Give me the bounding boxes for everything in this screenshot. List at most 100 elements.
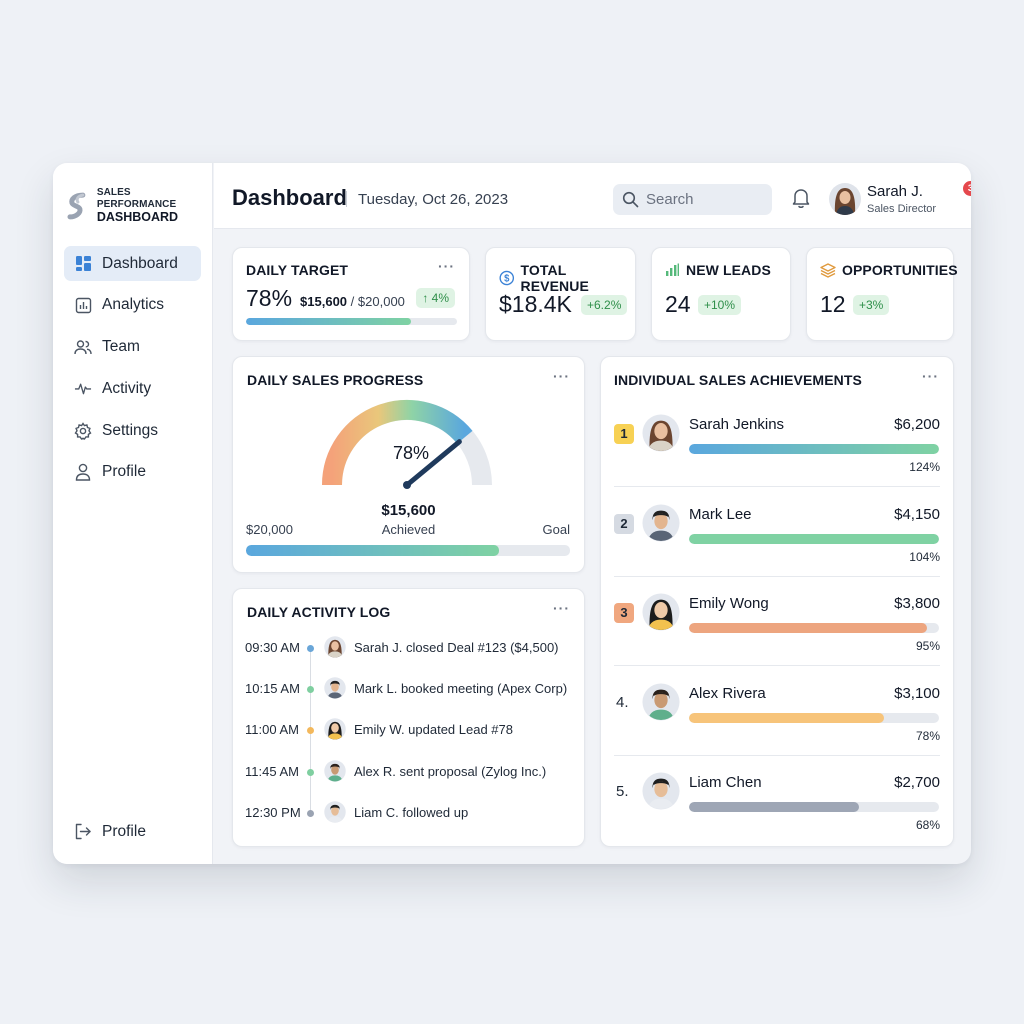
leaderboard-row[interactable]: 5. Liam Chen $2,700 68% [601, 756, 953, 845]
brand-title-line1: SALES PERFORMANCE [96, 187, 177, 210]
brand-title-line2: DASHBOARD [96, 210, 179, 224]
rank-number: 4. [616, 693, 629, 711]
card-title: NEW LEADS [686, 262, 771, 278]
sidebar-item-label: Profile [102, 463, 146, 481]
user-role: Sales Director [867, 203, 937, 215]
achievement-bar [689, 623, 939, 633]
sidebar-item-dashboard[interactable]: Dashboard [64, 246, 201, 281]
timeline-dot [307, 645, 314, 652]
card-title: DAILY TARGET [246, 262, 349, 278]
activity-description: Alex R. sent proposal (Zylog Inc.) [354, 763, 547, 779]
leaderboard-row[interactable]: 4. Alex Rivera $3,100 78% [601, 667, 953, 756]
more-options-icon[interactable]: ··· [922, 368, 939, 384]
card-title: TOTAL REVENUE [520, 262, 589, 294]
gauge-right-label: Goal [542, 522, 570, 537]
rank-badge: 1 [614, 424, 634, 444]
logout-icon [74, 823, 92, 841]
top-header: Dashboard Tuesday, Oct 26, 2023 3 Sarah … [214, 163, 971, 229]
pulse-icon [74, 380, 92, 398]
sales-amount: $6,200 [894, 416, 940, 433]
user-icon [74, 463, 92, 482]
gauge-left-label: $20,000 [246, 522, 293, 537]
search-box[interactable] [613, 184, 772, 215]
gauge-percent: 78% [393, 443, 430, 463]
leaderboard-row[interactable]: 2 Mark Lee $4,150 104% [601, 488, 953, 577]
activity-log-row[interactable]: 11:00 AM Emily W. updated Lead #78 [233, 715, 584, 745]
avatar [324, 636, 346, 658]
page-date: Tuesday, Oct 26, 2023 [358, 191, 509, 208]
opportunities-card: OPPORTUNITIES 12 +3% [806, 247, 958, 341]
leaderboard-row[interactable]: 3 Emily Wong $3,800 95% [601, 577, 953, 666]
daily-activity-log-card: DAILY ACTIVITY LOG ··· 09:30 AM Sarah J.… [232, 588, 585, 847]
salesperson-name: Sarah Jenkins [689, 416, 785, 433]
sales-amount: $3,800 [894, 595, 940, 612]
card-title: DAILY SALES PROGRESS [247, 372, 424, 388]
dollar-circle-icon: $ [499, 270, 515, 286]
user-name[interactable]: Sarah J. [867, 183, 923, 200]
avatar [642, 503, 680, 542]
avatar [324, 677, 346, 699]
daily-target-card: DAILY TARGET ··· 78% $15,600 / $20,000 ↑… [232, 247, 470, 341]
more-options-icon[interactable]: ··· [553, 600, 570, 616]
daily-target-values: 78% $15,600 / $20,000 [246, 285, 405, 312]
opportunities-change-badge: +3% [853, 295, 890, 316]
leaderboard-row[interactable]: 1 Sarah Jenkins $6,200 124% [601, 398, 953, 487]
more-options-icon[interactable]: ··· [553, 368, 570, 384]
timeline-dot [307, 727, 314, 735]
achievement-bar-fill [689, 712, 884, 723]
avatar [642, 772, 680, 810]
achievement-bar-fill [689, 533, 939, 544]
sidebar-item-team[interactable]: Team [64, 330, 201, 365]
notifications-button[interactable] [791, 187, 813, 211]
activity-description: Emily W. updated Lead #78 [354, 722, 513, 738]
row-divider [614, 575, 940, 577]
row-divider [614, 754, 940, 756]
achievement-bar [689, 444, 939, 454]
opportunities-value: 12 [820, 291, 846, 317]
salesperson-name: Emily Wong [689, 595, 769, 612]
sales-amount: $4,150 [894, 505, 940, 523]
search-icon [622, 191, 639, 208]
brand: SALES PERFORMANCE DASHBOARD [67, 187, 212, 224]
activity-time: 12:30 PM [245, 804, 301, 820]
brand-logo-icon [67, 192, 86, 220]
achievement-bar-fill [689, 623, 927, 633]
daily-target-progress-fill [246, 318, 411, 325]
activity-log-row[interactable]: 11:45 AM Alex R. sent proposal (Zylog In… [233, 757, 584, 787]
gauge-achieved-label: Achieved [381, 522, 436, 537]
achievement-bar [689, 802, 939, 812]
sales-amount: $2,700 [894, 774, 940, 791]
card-title: OPPORTUNITIES [842, 262, 958, 278]
sidebar-item-activity[interactable]: Activity [64, 371, 201, 406]
activity-log-row[interactable]: 09:30 AM Sarah J. closed Deal #123 ($4,5… [233, 633, 584, 663]
sidebar-item-label: Team [102, 338, 140, 356]
sales-gauge [322, 400, 492, 489]
sidebar-item-settings[interactable]: Settings [64, 413, 201, 448]
sidebar: SALES PERFORMANCE DASHBOARD Dashboard An… [53, 163, 213, 864]
gauge-fill [322, 400, 473, 486]
achievement-percent: 95% [915, 639, 940, 653]
achievement-bar-fill [689, 802, 859, 812]
sidebar-item-analytics[interactable]: Analytics [64, 288, 201, 323]
rank-badge: 2 [614, 513, 634, 534]
achievement-percent: 78% [915, 728, 940, 743]
avatar [324, 759, 346, 782]
total-revenue-change-badge: +6.2% [581, 295, 628, 316]
daily-target-change-badge: ↑ 4% [416, 288, 455, 309]
daily-target-achieved: $15,600 [300, 294, 348, 309]
total-revenue-value: $18.4K [499, 291, 572, 317]
timeline-dot [307, 686, 314, 694]
user-avatar[interactable] [829, 183, 861, 215]
sidebar-item-profile-bottom[interactable]: Profile [64, 814, 201, 849]
new-leads-card: NEW LEADS 24 +10% [651, 247, 791, 341]
row-divider [614, 665, 940, 666]
notification-count-badge: 3 [963, 181, 971, 196]
more-options-icon[interactable]: ··· [438, 258, 455, 274]
rank-badge: 3 [614, 603, 634, 623]
card-title: INDIVIDUAL SALES ACHIEVEMENTS [614, 372, 862, 388]
sidebar-item-profile[interactable]: Profile [64, 455, 201, 490]
sales-amount: $3,100 [894, 684, 940, 702]
activity-log-row[interactable]: 10:15 AM Mark L. booked meeting (Apex Co… [233, 674, 584, 704]
search-input[interactable] [646, 191, 756, 208]
activity-log-row[interactable]: 12:30 PM Liam C. followed up [233, 798, 584, 828]
